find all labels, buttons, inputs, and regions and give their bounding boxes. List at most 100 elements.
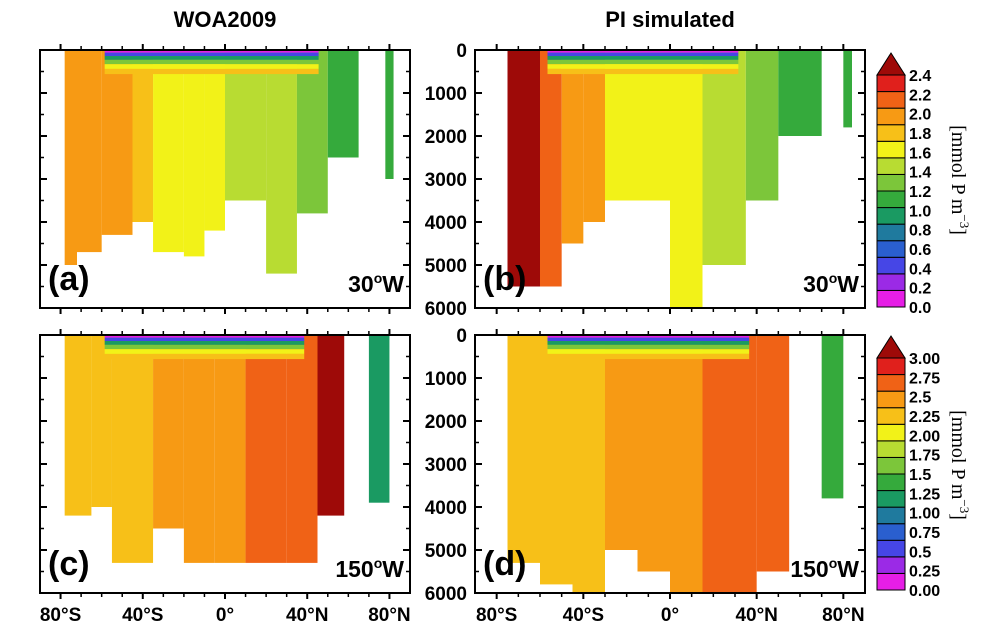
panel-label: (c) [48, 545, 90, 583]
phosphate-field [507, 335, 844, 593]
colorbar-swatch [876, 423, 906, 442]
colorbar-swatch [876, 506, 906, 525]
colorbar-swatch [876, 357, 906, 376]
section-column [821, 335, 844, 499]
section-label: 150oW [335, 555, 404, 582]
degree-sign: o [374, 555, 383, 571]
colorbar-swatch [876, 523, 906, 541]
surface-layer [104, 344, 305, 350]
x-tick-label: 80°N [822, 605, 864, 626]
colorbar-tick-label: 0.25 [909, 564, 940, 581]
colorbar-tick-label: 1.25 [909, 486, 940, 503]
section-label: 30oW [803, 270, 859, 297]
colorbar-tick-label: 1.5 [909, 467, 931, 484]
section-column [153, 335, 184, 529]
colorbar-tick-label: 0.8 [909, 223, 931, 240]
section-column [756, 335, 790, 572]
colorbar-swatch [876, 190, 906, 209]
panel-label: (b) [483, 260, 526, 298]
y-tick-label: 3000 [425, 170, 467, 191]
surface-layer [547, 64, 739, 69]
section-column [317, 335, 345, 516]
column-title-left: WOA2009 [174, 7, 277, 32]
x-tick-label: 80°S [40, 605, 81, 626]
colorbar-swatch [876, 223, 906, 242]
colorbar-tick-label: 1.6 [909, 145, 931, 162]
colorbar-tick-label: 1.00 [909, 506, 940, 523]
colorbar-tick-label: 1.0 [909, 203, 931, 220]
colorbar-bottom-label-close: ] [947, 513, 969, 520]
section-column [132, 335, 154, 563]
section-column [132, 50, 154, 222]
section-column [540, 335, 573, 585]
x-tick-label: 40°N [735, 605, 777, 626]
colorbar-bottom-label-main: [mmol P m [947, 410, 969, 500]
colorbar-swatch [876, 456, 906, 475]
section-column [843, 50, 852, 128]
colorbar-tick-label: 2.75 [909, 370, 940, 387]
section-number: 30 [803, 271, 829, 297]
section-column [101, 50, 133, 235]
surface-layer [104, 52, 319, 57]
degree-sign: o [829, 270, 838, 286]
colorbar-bottom-label-exp: −3 [957, 499, 972, 513]
y-tick-label: 4000 [425, 498, 467, 519]
section-column [183, 50, 205, 257]
surface-layer [547, 59, 739, 65]
surface-layer [547, 349, 750, 354]
section-column [572, 335, 605, 593]
section-column [64, 50, 77, 265]
colorbar-swatch [876, 572, 906, 591]
section-column [225, 50, 267, 201]
colorbar-tick-label: 1.2 [909, 184, 931, 201]
section-column [368, 335, 390, 503]
surface-layer [547, 341, 750, 345]
colorbar-tick-label: 0.4 [909, 261, 931, 278]
y-tick-label: 6000 [425, 584, 467, 605]
colorbar-swatch [876, 273, 906, 291]
colorbar-bottom: 0.00 0.25 0.5 0.75 1.00 1.25 1.5 1.75 2.00 2.25 2.… [876, 335, 940, 600]
section-number: 150 [790, 556, 828, 582]
section-column [266, 50, 297, 274]
colorbar-swatch [876, 140, 906, 159]
panel-label: (d) [483, 545, 526, 583]
colorbar-swatch [876, 374, 906, 392]
y-tick-label: 1000 [425, 369, 467, 390]
y-tick-label: 6000 [425, 299, 467, 320]
colorbar-tick-label: 0.75 [909, 525, 940, 542]
degree-sign: o [829, 555, 838, 571]
surface-layer [104, 64, 319, 69]
section-hemisphere: W [382, 271, 404, 297]
colorbar-swatch [876, 91, 906, 109]
x-tick-label: 40°S [122, 605, 163, 626]
colorbar-tick-label: 2.4 [909, 68, 931, 85]
colorbar-top-label-exp: −3 [957, 214, 972, 228]
section-column [605, 50, 638, 201]
y-tick-label: 5000 [425, 541, 467, 562]
surface-layer [547, 344, 750, 350]
surface-layer [104, 68, 319, 75]
surface-layer [104, 353, 305, 360]
colorbar-top: 0.0 0.2 0.4 0.6 0.8 1.0 1.2 1.4 1.6 1.8 2.0 2.2 2.4 [876, 52, 931, 317]
colorbar-tick-label: 2.25 [909, 409, 940, 426]
section-label: 150oW [790, 555, 859, 582]
colorbar-overflow-triangle [876, 52, 906, 76]
surface-layer [547, 337, 750, 342]
section-hemisphere: W [382, 556, 404, 582]
surface-layer [104, 59, 319, 65]
colorbar-tick-label: 1.75 [909, 448, 940, 465]
colorbar-swatch [876, 107, 906, 126]
x-tick-label: 40°S [563, 605, 604, 626]
panel-label: (a) [48, 260, 90, 298]
colorbar-tick-label: 0.6 [909, 242, 931, 259]
colorbar-swatch [876, 539, 906, 558]
colorbar-tick-label: 1.4 [909, 165, 931, 182]
y-tick-label: 0 [456, 41, 467, 62]
x-tick-label: 80°S [476, 605, 517, 626]
degree-sign: o [374, 270, 383, 286]
colorbar-swatch [876, 407, 906, 425]
colorbar-tick-label: 0.5 [909, 544, 931, 561]
colorbar-swatch [876, 256, 906, 275]
colorbar-tick-label: 0.0 [909, 300, 931, 317]
